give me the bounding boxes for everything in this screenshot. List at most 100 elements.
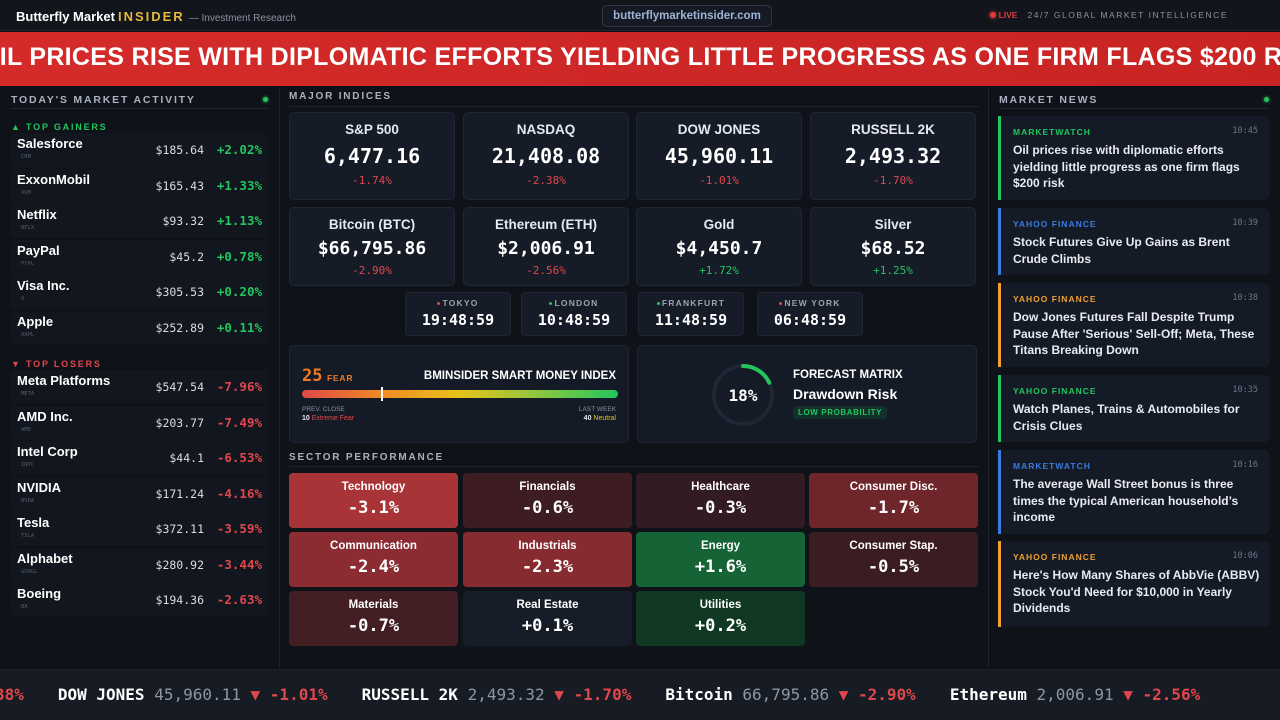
index-card[interactable]: DOW JONES 45,960.11 -1.01% — [636, 112, 802, 200]
stock-name: Tesla — [17, 515, 50, 530]
sector-tile[interactable]: Financials -0.6% — [463, 473, 632, 528]
stock-name: AMD Inc. — [17, 408, 73, 424]
news-item[interactable]: YAHOO FINANCE 10:38 Dow Jones Futures Fall… — [998, 283, 1270, 367]
clock-city: FRANKFURT — [639, 298, 743, 308]
news-time: 10:35 — [1232, 385, 1258, 395]
sector-tile[interactable]: Industrials -2.3% — [463, 532, 632, 587]
news-item[interactable]: YAHOO FINANCE 10:06 Here's How Many Shares… — [998, 541, 1270, 627]
stock-row[interactable]: NVIDIA NVDA $171.24 -4.16% — [11, 476, 268, 511]
sector-tile[interactable]: Technology -3.1% — [289, 473, 458, 528]
sector-tile[interactable]: Healthcare -0.3% — [636, 473, 805, 528]
sector-value: +0.2% — [694, 616, 747, 636]
index-card[interactable]: Ethereum (ETH) $2,006.91 -2.56% — [463, 207, 629, 286]
index-card[interactable]: NASDAQ 21,408.08 -2.38% — [463, 112, 629, 200]
index-card[interactable]: Silver $68.52 +1.25% — [810, 207, 976, 286]
stock-name: Intel Corp — [17, 444, 78, 459]
fear-label: FEAR — [326, 373, 354, 383]
index-name: Bitcoin (BTC) — [328, 217, 416, 232]
sector-value: +1.6% — [694, 557, 747, 577]
stock-row[interactable]: ExxonMobil XOM $165.43 +1.33% — [11, 168, 268, 203]
stock-row[interactable]: Intel Corp INTC $44.1 -6.53% — [11, 441, 268, 475]
fear-gauge-bar — [302, 387, 618, 401]
sector-tile[interactable]: Utilities +0.2% — [636, 591, 805, 646]
stock-ticker: CRM — [21, 154, 31, 160]
stock-ticker: BA — [21, 604, 28, 610]
stock-change: +0.78% — [216, 248, 262, 264]
stock-row[interactable]: Tesla TSLA $372.11 -3.59% — [11, 512, 268, 546]
stock-ticker: NVDA — [21, 497, 35, 504]
stock-row[interactable]: Netflix NFLX $93.32 +1.13% — [11, 204, 268, 238]
stock-ticker: NFLX — [21, 225, 35, 231]
stock-row[interactable]: AMD Inc. AMD $203.77 -7.49% — [11, 405, 268, 440]
stock-change: -3.44% — [216, 556, 262, 572]
news-item[interactable]: YAHOO FINANCE 10:39 Stock Futures Give Up … — [998, 208, 1270, 275]
ticker-change: ▼ -1.01% — [250, 685, 328, 704]
index-card[interactable]: S&P 500 6,477.16 -1.74% — [289, 112, 455, 200]
stock-price: $280.92 — [155, 557, 204, 572]
stock-row[interactable]: Salesforce CRM $185.64 +2.02% — [11, 133, 268, 167]
news-headline: Dow Jones Futures Fall Despite Trump Pau… — [1013, 310, 1255, 358]
prev-value: 10 — [302, 415, 310, 422]
sector-name: Utilities — [699, 599, 742, 611]
index-change: -2.56% — [526, 264, 566, 277]
sector-tile[interactable]: Consumer Stap. -0.5% — [809, 532, 978, 587]
index-card[interactable]: Bitcoin (BTC) $66,795.86 -2.90% — [289, 207, 455, 286]
news-source: MARKETWATCH — [1013, 461, 1091, 471]
clock-time: 11:48:59 — [654, 311, 728, 329]
stock-change: +1.13% — [216, 213, 262, 228]
forecast-subtitle: Drawdown Risk — [793, 386, 898, 402]
stock-row[interactable]: Meta Platforms META $547.54 -7.96% — [11, 370, 268, 404]
fear-value: 25 — [302, 366, 323, 386]
news-source: YAHOO FINANCE — [1013, 552, 1097, 562]
ticker-item[interactable]: DOW JONES 45,960.11 ▼ -1.01% — [58, 685, 328, 704]
stock-price: $203.77 — [155, 415, 204, 430]
sector-tile[interactable]: Real Estate +0.1% — [463, 591, 632, 646]
sector-tile[interactable]: Energy +1.6% — [636, 532, 805, 587]
clock-time: 06:48:59 — [773, 311, 847, 329]
stock-name: Boeing — [17, 586, 62, 601]
index-card[interactable]: RUSSELL 2K 2,493.32 -1.70% — [810, 112, 976, 200]
stock-name: ExxonMobil — [17, 171, 90, 187]
stock-row[interactable]: Apple AAPL $252.89 +0.11% — [11, 310, 268, 345]
ticker-change: ▼ -2.56% — [1123, 685, 1201, 704]
stock-name: Meta Platforms — [17, 373, 111, 388]
stock-row[interactable]: Boeing BA $194.36 -2.63% — [11, 583, 268, 617]
stock-price: $547.54 — [155, 380, 204, 394]
sector-tile[interactable]: Materials -0.7% — [289, 591, 458, 646]
ticker-item[interactable]: RUSSELL 2K 2,493.32 ▼ -1.70% — [362, 685, 632, 704]
sector-tile[interactable]: Consumer Disc. -1.7% — [809, 473, 978, 528]
index-name: NASDAQ — [516, 122, 576, 137]
site-url-link[interactable]: butterflymarketinsider.com — [602, 5, 772, 27]
stock-ticker: V — [21, 296, 25, 302]
ticker-item[interactable]: NASDAQ 21,408.08 ▼ -2.38% — [0, 685, 24, 704]
news-item[interactable]: YAHOO FINANCE 10:35 Watch Planes, Trains &… — [998, 375, 1270, 442]
index-name: Ethereum (ETH) — [494, 217, 597, 232]
stock-change: +0.11% — [216, 319, 262, 335]
status-dot-icon — [437, 302, 441, 306]
clock-city-label: FRANKFURT — [661, 298, 726, 308]
ticker-name: Ethereum — [949, 685, 1027, 704]
forecast-matrix-card[interactable]: 18% FORECAST MATRIX Drawdown Risk LOW PR… — [637, 345, 977, 443]
stock-price: $305.53 — [155, 285, 204, 299]
brand-logo[interactable]: Butterfly Market INSIDER — Investment Rese… — [16, 9, 296, 24]
clock-city-label: NEW YORK — [784, 298, 841, 308]
ticker-item[interactable]: Ethereum 2,006.91 ▼ -2.56% — [950, 685, 1200, 704]
stock-price: $44.1 — [169, 451, 204, 465]
breaking-news-banner[interactable]: OIL PRICES RISE WITH DIPLOMATIC EFFORTS … — [0, 32, 1280, 86]
ticker-item[interactable]: Bitcoin 66,795.86 ▼ -2.90% — [665, 685, 915, 704]
news-source: MARKETWATCH — [1013, 127, 1091, 137]
stock-ticker: XOM — [21, 189, 31, 196]
sector-name: Communication — [330, 540, 417, 552]
index-card[interactable]: Gold $4,450.7 +1.72% — [636, 207, 802, 286]
sector-name: Healthcare — [691, 481, 750, 493]
section-title-indices: MAJOR INDICES — [289, 91, 392, 102]
sector-tile[interactable]: Communication -2.4% — [289, 532, 458, 587]
stock-change: -4.16% — [216, 485, 262, 501]
news-item[interactable]: MARKETWATCH 10:16 The average Wall Street … — [998, 450, 1270, 534]
stock-row[interactable]: Alphabet GOOGL $280.92 -3.44% — [11, 547, 268, 582]
stock-row[interactable]: PayPal PYPL $45.2 +0.78% — [11, 239, 268, 274]
news-item[interactable]: MARKETWATCH 10:45 Oil prices rise with dip… — [998, 116, 1270, 200]
live-tagline: 24/7 GLOBAL MARKET INTELLIGENCE — [1027, 10, 1228, 20]
smart-money-index-card[interactable]: 25 FEAR BMINSIDER SMART MONEY INDEX PREV… — [289, 345, 629, 443]
stock-row[interactable]: Visa Inc. V $305.53 +0.20% — [11, 275, 268, 309]
